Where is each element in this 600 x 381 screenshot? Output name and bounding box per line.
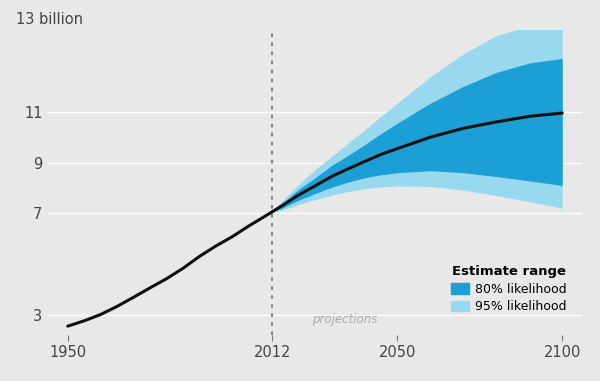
Legend: 80% likelihood, 95% likelihood: 80% likelihood, 95% likelihood xyxy=(448,262,571,317)
Text: 13 billion: 13 billion xyxy=(16,13,83,27)
Text: projections: projections xyxy=(312,314,377,327)
